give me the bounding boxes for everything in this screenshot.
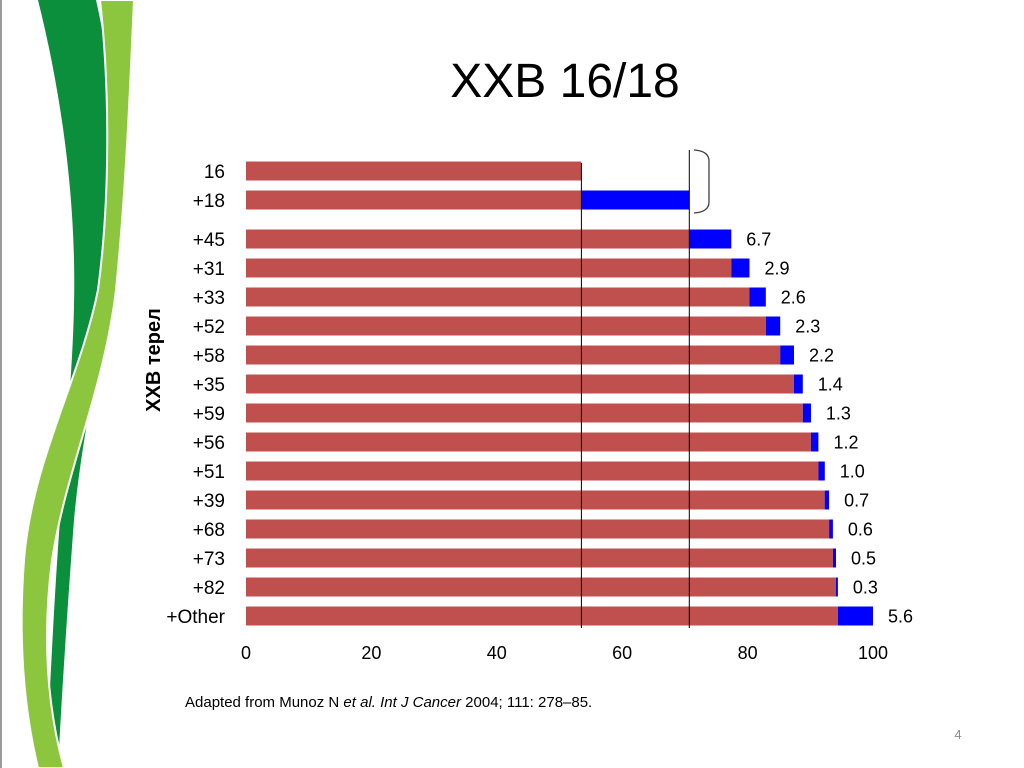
data-label: 5.6 (888, 607, 913, 627)
x-tick-label: 80 (738, 643, 758, 663)
bar-segment-base (246, 316, 766, 336)
category-label: +51 (193, 462, 225, 483)
data-label: 2.6 (781, 288, 806, 308)
bar-segment-increment (749, 287, 766, 307)
category-label: +35 (193, 375, 225, 396)
bar-segment-increment (780, 345, 794, 365)
x-axis-tick-group: 0 20 40 60 80 100 (241, 643, 888, 663)
data-label: 1.3 (826, 404, 851, 424)
category-label: +18 (193, 191, 225, 212)
bar-segment-increment (824, 490, 830, 510)
green-swoosh-decoration (20, 0, 136, 768)
category-label: +59 (193, 404, 225, 425)
x-tick-label: 20 (361, 643, 381, 663)
data-label-group: 6.7 2.9 2.6 2.3 2.2 1.4 1.3 1.2 1.0 0.7 0.6 0.5 0.3 5… (746, 230, 913, 627)
data-label: 0.5 (851, 549, 876, 569)
data-label: 0.6 (848, 520, 873, 540)
bar-segment-base (246, 606, 838, 626)
bar-segment-increment (581, 190, 690, 210)
bar-segment-base (246, 287, 750, 307)
reference-line-group (580, 150, 690, 628)
source-journal: Int J Cancer (375, 694, 461, 711)
bar-segment-increment (832, 548, 836, 568)
data-label: 2.2 (809, 346, 834, 366)
slide-edge-line (0, 0, 2, 768)
bar-segment-increment (810, 432, 819, 452)
category-label: +82 (193, 578, 225, 599)
category-label: +Other (166, 607, 225, 628)
bar-segment-base (246, 258, 732, 278)
x-tick-label: 40 (487, 643, 507, 663)
category-label: +73 (193, 549, 225, 570)
category-label: +39 (193, 491, 225, 512)
x-tick-label: 0 (241, 643, 251, 663)
bar-segment-base (246, 519, 830, 539)
light-green-swoosh (20, 0, 136, 768)
bar-segment-base (246, 374, 794, 394)
bar-segment-base (246, 345, 781, 365)
data-label: 1.4 (818, 375, 843, 395)
bar-group (246, 161, 873, 626)
category-label: 16 (204, 162, 225, 183)
bar-segment-base (246, 490, 825, 510)
data-label: 1.2 (834, 433, 859, 453)
data-label: 2.9 (765, 259, 790, 279)
bar-segment-increment (689, 229, 732, 249)
category-label-group: 16 +18 +45 +31 +33 +52 +58 +35 +59 +56 +51 +39 +68 +7… (166, 162, 225, 628)
bar-segment-increment (837, 606, 873, 626)
source-citation-details: 2004; 111: 278–85. (461, 694, 593, 711)
bar-segment-increment (829, 519, 833, 539)
category-label: +31 (193, 259, 225, 280)
bar-segment-base (246, 461, 819, 481)
bar-segment-increment (836, 577, 838, 597)
category-label: +56 (193, 433, 225, 454)
bar-segment-base (246, 229, 690, 249)
bar-segment-base (246, 432, 811, 452)
bar-segment-increment (765, 316, 781, 336)
bar-segment-increment (818, 461, 825, 481)
category-label: +58 (193, 346, 225, 367)
bar-segment-base (246, 190, 582, 210)
x-tick-label: 100 (858, 643, 888, 663)
bar-segment-base (246, 403, 803, 423)
bracket-16-18 (693, 149, 710, 214)
bar-segment-increment (802, 403, 811, 423)
data-label: 6.7 (746, 230, 771, 250)
data-label: 2.3 (795, 317, 820, 337)
bar-segment-base (246, 548, 833, 568)
data-label: 0.7 (844, 491, 869, 511)
category-label: +45 (193, 230, 225, 251)
bar-segment-base (246, 161, 582, 181)
page-number: 4 (954, 727, 962, 742)
y-axis-label: ХХВ терел (143, 308, 165, 412)
category-label: +33 (193, 288, 225, 309)
bar-segment-increment (731, 258, 750, 278)
x-tick-label: 60 (612, 643, 632, 663)
source-prefix: Adapted from Munoz N (185, 694, 344, 711)
source-citation: Adapted from Munoz N et al. Int J Cancer… (185, 694, 592, 712)
bar-segment-base (246, 577, 836, 597)
data-label: 1.0 (840, 462, 865, 482)
category-label: +52 (193, 317, 225, 338)
slide-title: ХХВ 16/18 (450, 55, 680, 108)
category-label: +68 (193, 520, 225, 541)
data-label: 0.3 (853, 578, 878, 598)
source-authors: et al. (343, 694, 376, 711)
bar-segment-increment (794, 374, 803, 394)
